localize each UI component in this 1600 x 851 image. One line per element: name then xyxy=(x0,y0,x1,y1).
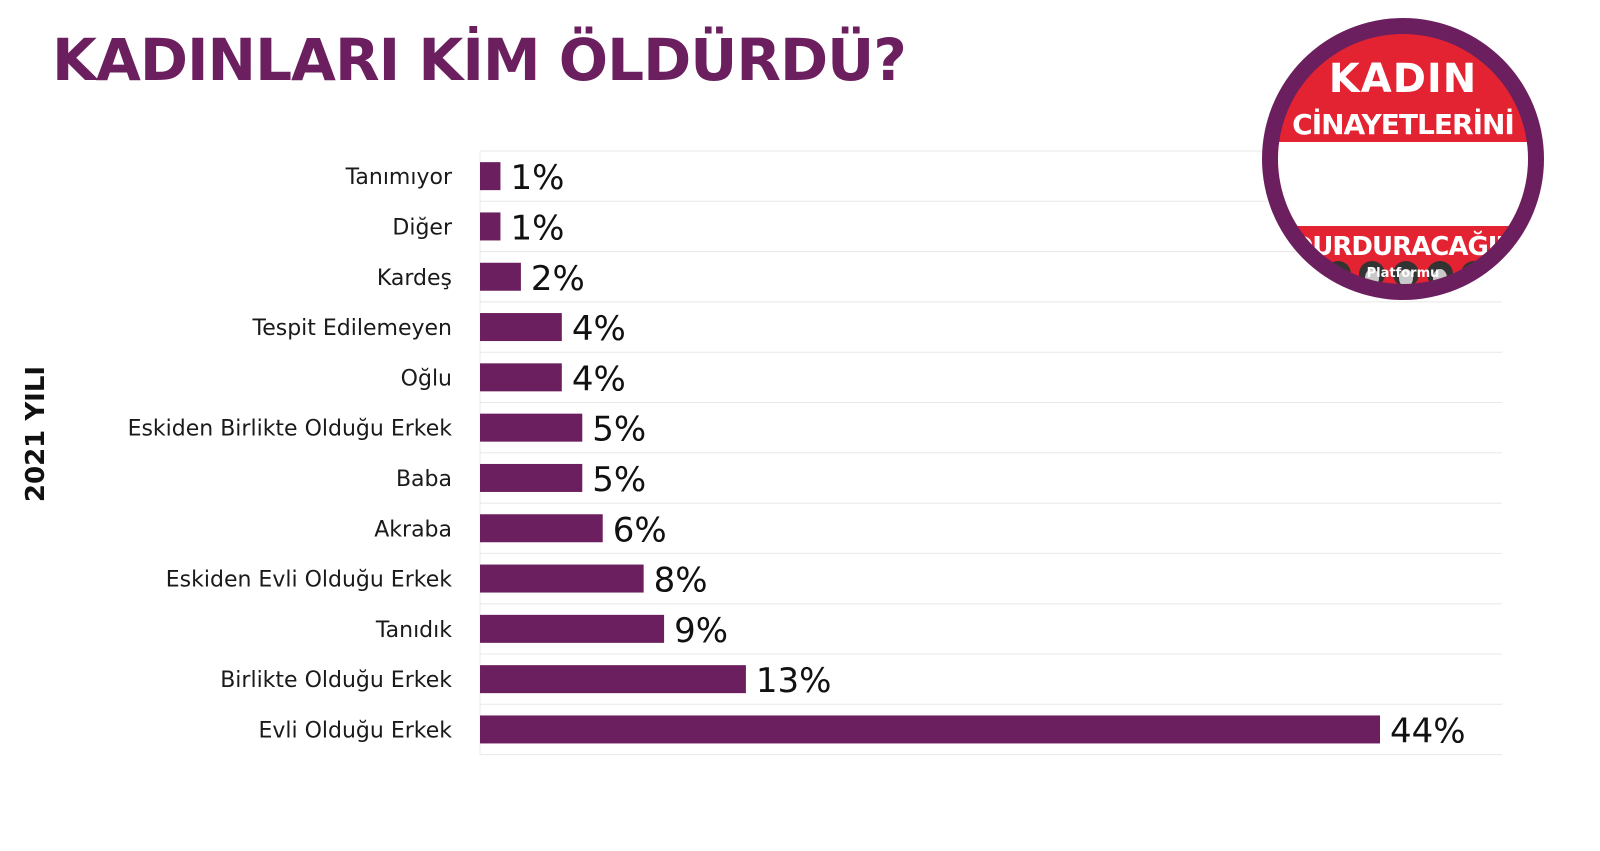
bar xyxy=(480,363,562,392)
bar xyxy=(480,614,665,643)
value-label: 2% xyxy=(531,259,585,299)
category-label: Tespit Edilemeyen xyxy=(252,316,452,341)
platform-logo: KADIN CİNAYETLERİNİ xyxy=(1262,18,1544,300)
value-label: 8% xyxy=(654,561,708,601)
value-label: 5% xyxy=(592,460,646,500)
bar xyxy=(480,463,583,492)
category-label: Akraba xyxy=(374,517,452,542)
value-label: 6% xyxy=(613,510,667,550)
logo-line-4: Platformu xyxy=(1366,266,1440,281)
value-label: 4% xyxy=(572,359,626,399)
bar xyxy=(480,313,562,342)
value-label: 4% xyxy=(572,309,626,349)
category-label: Evli Olduğu Erkek xyxy=(258,718,452,743)
bar xyxy=(480,564,644,593)
category-label: Birlikte Olduğu Erkek xyxy=(220,668,452,693)
value-label: 44% xyxy=(1390,711,1466,751)
category-label: Diğer xyxy=(392,215,453,240)
bar xyxy=(480,715,1380,744)
bar xyxy=(480,665,746,694)
bar xyxy=(480,514,603,543)
value-label: 1% xyxy=(510,158,564,198)
bar xyxy=(480,162,501,191)
logo-band xyxy=(1278,142,1528,284)
bar xyxy=(480,262,521,291)
women-portraits-icon xyxy=(1293,261,1516,284)
logo-line-1: KADIN xyxy=(1328,56,1478,102)
value-label: 13% xyxy=(756,661,832,701)
category-label: Baba xyxy=(396,467,452,492)
category-label: Tanımıyor xyxy=(345,165,453,190)
value-label: 9% xyxy=(674,611,728,651)
category-label: Eskiden Evli Olduğu Erkek xyxy=(166,568,452,593)
logo-line-2: CİNAYETLERİNİ xyxy=(1292,108,1515,141)
category-label: Oğlu xyxy=(401,366,452,391)
logo-inner-circle: KADIN CİNAYETLERİNİ xyxy=(1278,34,1528,284)
value-label: 5% xyxy=(592,410,646,450)
bar xyxy=(480,413,583,442)
category-label: Tanıdık xyxy=(375,618,452,643)
bar xyxy=(480,212,501,241)
category-label: Eskiden Birlikte Olduğu Erkek xyxy=(128,417,453,442)
value-label: 1% xyxy=(510,208,564,248)
category-label: Kardeş xyxy=(377,266,452,291)
page-title: KADINLARI KİM ÖLDÜRDÜ? xyxy=(52,26,907,94)
logo-line-3: DURDURACAĞIZ xyxy=(1291,232,1516,262)
